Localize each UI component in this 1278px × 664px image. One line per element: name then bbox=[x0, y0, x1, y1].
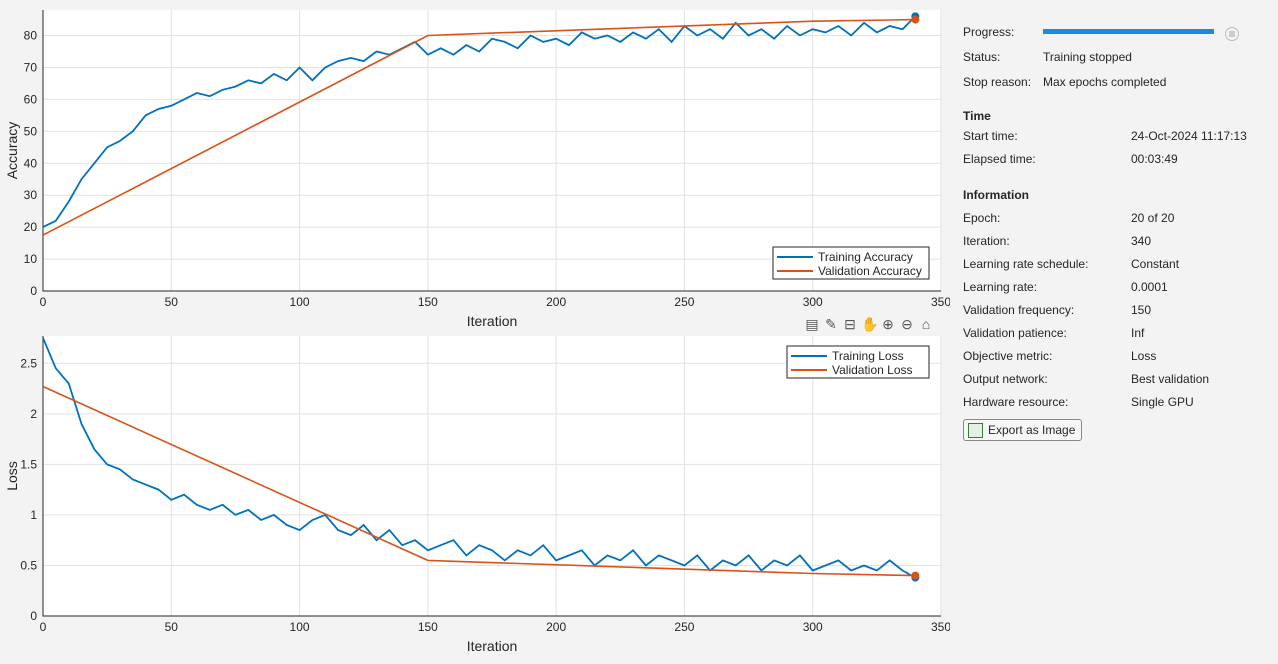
info-label: Epoch: bbox=[963, 211, 1001, 225]
y-tick-label: 0 bbox=[30, 609, 37, 623]
y-tick-label: 40 bbox=[24, 156, 38, 170]
x-tick-label: 0 bbox=[40, 295, 47, 309]
x-tick-label: 150 bbox=[418, 295, 438, 309]
x-tick-label: 350 bbox=[931, 295, 950, 309]
legend-entry: Training Loss bbox=[832, 349, 904, 363]
series-line-training-accuracy bbox=[42, 15, 916, 228]
series-line-validation-loss bbox=[42, 385, 916, 577]
export-as-image-button[interactable]: Export as Image bbox=[963, 419, 1083, 441]
info-label: Output network: bbox=[963, 372, 1048, 386]
info-value: Best validation bbox=[1131, 372, 1210, 386]
x-tick-label: 50 bbox=[165, 620, 179, 634]
info-value: 0.0001 bbox=[1131, 280, 1168, 294]
y-tick-label: 2 bbox=[30, 407, 37, 421]
x-tick-label: 250 bbox=[674, 620, 694, 634]
chart-accuracy: 0 50 100 150 200 250 300 350 0 10 20 30 40 50 60 70 80 It… bbox=[4, 10, 950, 329]
x-tick-label: 350 bbox=[931, 620, 950, 634]
time-heading: Time bbox=[963, 109, 991, 123]
info-value: 340 bbox=[1131, 234, 1152, 248]
zoom-out-icon[interactable]: ⊖ bbox=[901, 316, 913, 332]
x-tick-label: 200 bbox=[546, 295, 566, 309]
final-value-marker bbox=[911, 571, 920, 580]
y-tick-label: 80 bbox=[24, 29, 38, 43]
legend bbox=[772, 246, 930, 280]
x-tick-label: 200 bbox=[546, 620, 566, 634]
info-value: Loss bbox=[1131, 349, 1157, 363]
status-value: Training stopped bbox=[1043, 50, 1132, 64]
info-value: Inf bbox=[1131, 326, 1145, 340]
info-label: Validation frequency: bbox=[963, 303, 1075, 317]
x-tick-label: 50 bbox=[165, 295, 179, 309]
x-axis-label: Iteration bbox=[467, 638, 518, 654]
y-tick-label: 30 bbox=[24, 188, 38, 202]
info-value: 150 bbox=[1131, 303, 1152, 317]
elapsed-time-label: Elapsed time: bbox=[963, 152, 1036, 166]
progress-label: Progress: bbox=[963, 25, 1015, 39]
start-time-label: Start time: bbox=[963, 129, 1018, 143]
start-time-value: 24-Oct-2024 11:17:13 bbox=[1131, 129, 1247, 143]
legend-entry: Training Accuracy bbox=[818, 250, 913, 264]
zoom-in-icon[interactable]: ⊕ bbox=[882, 316, 894, 332]
plot-area bbox=[43, 336, 941, 616]
x-tick-label: 250 bbox=[674, 295, 694, 309]
axes-lines bbox=[42, 10, 941, 292]
x-tick-label: 150 bbox=[418, 620, 438, 634]
stop-reason-value: Max epochs completed bbox=[1043, 75, 1167, 89]
x-tick-label: 100 bbox=[290, 620, 310, 634]
y-axis-label: Loss bbox=[4, 461, 20, 491]
axes-lines bbox=[42, 336, 941, 617]
plot-area bbox=[43, 10, 941, 291]
y-tick-label: 10 bbox=[24, 252, 38, 266]
y-tick-label: 2.5 bbox=[20, 356, 37, 370]
info-label: Hardware resource: bbox=[963, 395, 1069, 409]
pan-icon[interactable]: ✋ bbox=[861, 316, 879, 332]
y-tick-label: 70 bbox=[24, 60, 38, 74]
axes-toolbar: ▤ ✎ ⊟ ✋ ⊕ ⊖ ⌂ bbox=[804, 316, 934, 332]
status-label: Status: bbox=[963, 50, 1001, 64]
export-label: Export as Image bbox=[988, 423, 1076, 437]
info-value: Single GPU bbox=[1131, 395, 1194, 409]
info-label: Learning rate: bbox=[963, 280, 1038, 294]
x-tick-label: 100 bbox=[290, 295, 310, 309]
stop-reason-label: Stop reason: bbox=[963, 75, 1032, 89]
legend-icon[interactable]: ▤ bbox=[805, 316, 819, 332]
info-label: Validation patience: bbox=[963, 326, 1067, 340]
x-tick-label: 300 bbox=[803, 620, 823, 634]
brush-icon[interactable]: ✎ bbox=[825, 316, 837, 332]
chart-loss: 0 50 100 150 200 250 300 350 0 0.5 1 1.5 2 2.5 Iterati… bbox=[4, 336, 950, 654]
x-tick-label: 0 bbox=[40, 620, 47, 634]
legend bbox=[786, 345, 930, 379]
y-tick-label: 0.5 bbox=[20, 558, 37, 572]
y-tick-label: 0 bbox=[30, 284, 37, 298]
info-value: Constant bbox=[1131, 257, 1180, 271]
info-label: Iteration: bbox=[963, 234, 1010, 248]
y-tick-label: 20 bbox=[24, 220, 38, 234]
final-value-marker bbox=[911, 15, 920, 24]
series-line-validation-accuracy bbox=[42, 18, 916, 236]
info-label: Objective metric: bbox=[963, 349, 1053, 363]
elapsed-time-value: 00:03:49 bbox=[1131, 152, 1178, 166]
legend-entry: Validation Loss bbox=[832, 363, 913, 377]
y-axis-label: Accuracy bbox=[4, 122, 20, 180]
progress-bar bbox=[1043, 29, 1214, 34]
series-line-training-loss bbox=[42, 337, 916, 579]
info-label: Learning rate schedule: bbox=[963, 257, 1089, 271]
information-heading: Information bbox=[963, 188, 1029, 202]
y-tick-label: 1.5 bbox=[20, 457, 37, 471]
export-image-icon bbox=[968, 423, 983, 438]
training-plots: 0 50 100 150 200 250 300 35001020304050607080It… bbox=[4, 10, 950, 654]
home-icon[interactable]: ⌂ bbox=[921, 316, 931, 332]
datatip-icon[interactable]: ⊟ bbox=[844, 316, 856, 332]
info-value: 20 of 20 bbox=[1131, 211, 1175, 225]
y-tick-label: 1 bbox=[30, 508, 37, 522]
x-axis-label: Iteration bbox=[467, 313, 518, 329]
stop-button[interactable] bbox=[1225, 27, 1239, 41]
legend-entry: Validation Accuracy bbox=[818, 264, 922, 278]
y-tick-label: 60 bbox=[24, 92, 38, 106]
y-tick-label: 50 bbox=[24, 124, 38, 138]
x-tick-label: 300 bbox=[803, 295, 823, 309]
